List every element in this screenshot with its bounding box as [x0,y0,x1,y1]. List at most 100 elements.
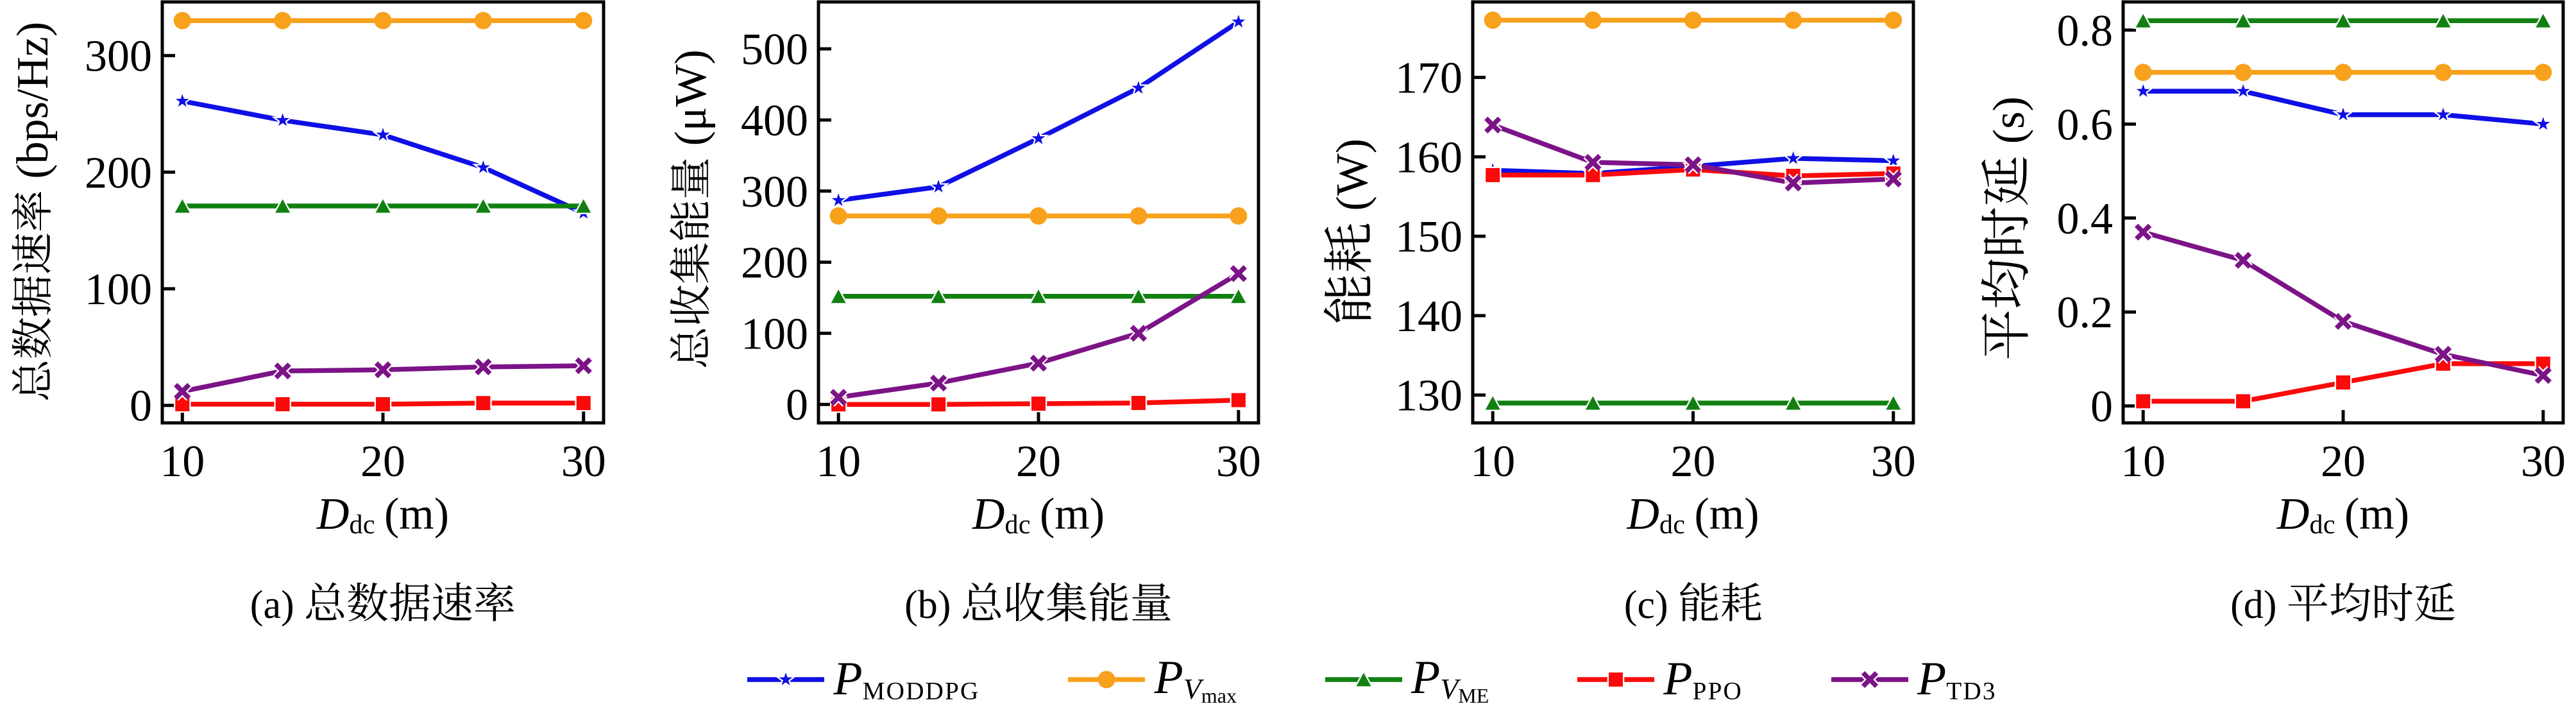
cjk-glyph [1323,223,1371,272]
marker-triangle-up [373,196,393,214]
legend: PMODDPG PVmax PVME PPPO PTD3 [83,654,2576,706]
cjk-glyph [348,582,388,622]
marker-star [775,668,797,689]
marker-triangle-up [1683,393,1703,411]
series-markers-P_Vmax [173,12,593,30]
marker-x [573,356,593,375]
cjk-glyph [12,192,51,231]
x-tick-label: 10 [1470,437,1515,486]
marker-star [371,123,394,144]
cjk-glyph [306,582,344,621]
marker-x [2133,223,2153,242]
x-axis-label-text: Ddc (m) [316,490,450,540]
marker-triangle-up [172,196,192,214]
cjk-glyph [2330,582,2371,622]
marker-circle [1097,671,1115,689]
marker-star [2131,79,2155,101]
cjk-glyph [2288,583,2328,622]
series-markers [171,12,595,413]
y-tick-label: 0 [786,381,808,430]
marker-star [2232,79,2255,101]
marker-circle [1584,11,1602,29]
marker-square [575,394,592,412]
marker-x [1483,116,1502,135]
marker-circle [1784,11,1802,29]
plot-box [1471,0,1915,425]
marker-star [1882,149,1904,171]
y-axis-label-a: (bps/Hz) [0,0,67,501]
chart-c-svg: 10 20 30 130 140 150 160 170 [1395,0,1916,486]
marker-circle [1484,11,1502,29]
marker-triangle-up [1583,393,1603,411]
legend-item-P_PPO: PPPO [1576,655,1743,704]
x-axis-label-text: Ddc (m) [1627,490,1759,540]
cjk-glyph [1981,208,2028,254]
marker-x [1683,155,1703,175]
y-tick-label: 400 [741,96,808,146]
series-markers [1482,11,1904,411]
series-markers-P_VME [828,286,1249,305]
marker-triangle-up [928,286,949,305]
marker-triangle-up [573,196,594,214]
series-markers-P_VME [1482,393,1904,411]
cjk-glyph [1680,582,1718,622]
y-tick-label: 0.4 [2057,194,2114,244]
marker-square [2134,393,2152,410]
cjk-glyph [962,582,1001,621]
marker-star [1227,10,1250,31]
marker-x [173,382,192,401]
y-tick-label: 200 [741,239,808,288]
marker-x [473,357,493,377]
marker-x [273,361,292,381]
y-tick-label: 100 [741,309,808,359]
series-markers-P_Vmax [829,207,1248,225]
series-line-P_MODDPG [182,98,585,216]
x-tick-label: 30 [2521,437,2566,486]
series-markers [827,10,1250,413]
chart-d-svg: 10 20 30 0 0.2 0.4 0.6 0.8 [2057,0,2566,486]
y-tick-label: 150 [1395,212,1462,262]
marker-circle [474,12,492,30]
marker-x [1129,323,1148,343]
marker-star [271,108,294,130]
marker-square [1484,166,1502,184]
axis-ticks [1473,76,1895,423]
marker-triangle-up [473,196,493,214]
marker-x [1884,169,1903,189]
series-markers-P_MODDPG [827,10,1250,210]
series-markers-P_PPO [829,391,1248,413]
marker-x [2334,312,2353,331]
legend-item-P_VME: PVME [1324,654,1489,706]
cjk-glyph [1981,311,2028,359]
cjk-glyph [12,318,51,358]
marker-triangle-up [273,196,292,214]
x-tick-label: 20 [1671,437,1716,486]
y-tick-label: 500 [741,25,808,74]
marker-triangle-up [1482,393,1503,411]
cjk-glyph [1089,582,1128,622]
legend-item-P_MODDPG: PMODDPG [746,655,979,704]
cjk-glyph [2415,583,2455,622]
marker-circle [173,12,191,30]
marker-circle [2234,64,2252,81]
marker-star [1027,126,1050,148]
series-markers-P_Vmax [1484,11,1902,29]
marker-circle [829,207,847,225]
marker-x [2434,345,2453,364]
marker-triangle-up [1783,393,1803,411]
marker-star [927,175,950,196]
cjk-glyph [669,201,709,240]
marker-circle [2334,64,2352,81]
marker-star [2332,103,2355,124]
cjk-glyph [1005,582,1045,622]
legend-sample-square [1577,671,1655,689]
marker-circle [1230,207,1248,225]
x-tick-label: 30 [561,437,606,486]
y-tick-label: 0.6 [2057,100,2114,150]
marker-x [2233,250,2253,270]
marker-circle [374,12,392,30]
